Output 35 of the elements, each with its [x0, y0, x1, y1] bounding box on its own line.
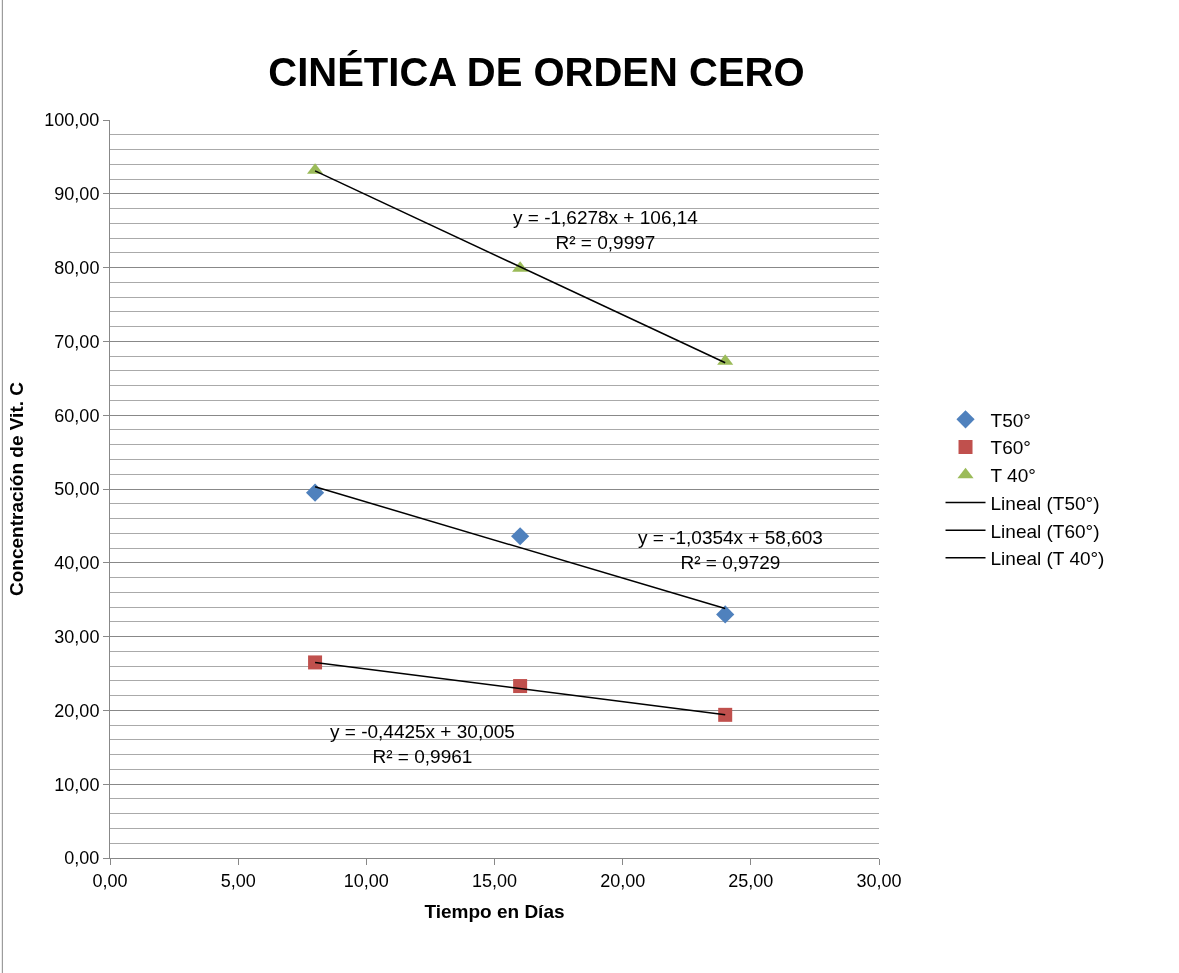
- x-tick-label: 25,00: [728, 870, 774, 891]
- legend-label: T 40°: [990, 465, 1036, 487]
- y-tick-label: 30,00: [54, 626, 100, 647]
- y-tick-label: 70,00: [54, 331, 100, 352]
- y-tick-label: 50,00: [54, 479, 100, 500]
- y-tick-label: 40,00: [54, 553, 100, 574]
- point: [511, 527, 530, 546]
- point: [308, 655, 323, 670]
- x-tick-label: 15,00: [471, 870, 518, 891]
- y-tick-label: 100,00: [44, 110, 100, 131]
- y-axis-title: Concentración de Vit. C: [6, 381, 28, 596]
- y-tick-label: 20,00: [54, 700, 100, 721]
- legend-label: Lineal (T60°): [990, 520, 1100, 542]
- y-tick-label: 90,00: [54, 184, 100, 205]
- x-tick-label: 20,00: [600, 870, 646, 891]
- legend-label: Lineal (T 40°): [990, 548, 1105, 570]
- legend-label: T50°: [990, 409, 1031, 431]
- x-tick-label: 10,00: [343, 870, 389, 891]
- y-tick-label: 60,00: [54, 405, 100, 426]
- annotation: y = -0,4425x + 30,005 R² = 0,9961: [330, 721, 515, 767]
- annotation: y = -1,0354x + 58,603 R² = 0,9729: [638, 527, 823, 573]
- x-tick-label: 0,00: [92, 870, 128, 891]
- point: [305, 483, 325, 502]
- annotation: y = -1,6278x + 106,14 R² = 0,9997: [513, 207, 699, 253]
- x-tick-label: 30,00: [856, 870, 902, 891]
- point: [718, 707, 733, 722]
- legend-label: T60°: [990, 437, 1031, 459]
- point: [716, 605, 735, 624]
- x-tick-label: 5,00: [220, 870, 256, 891]
- chart-title: CINÉTICA DE ORDEN CERO: [268, 50, 805, 95]
- y-tick-label: 10,00: [54, 774, 100, 795]
- x-axis-title: Tiempo en Días: [424, 901, 565, 923]
- y-tick-label: 80,00: [54, 257, 100, 278]
- legend-label: Lineal (T50°): [990, 492, 1100, 514]
- y-tick-label: 0,00: [64, 848, 100, 869]
